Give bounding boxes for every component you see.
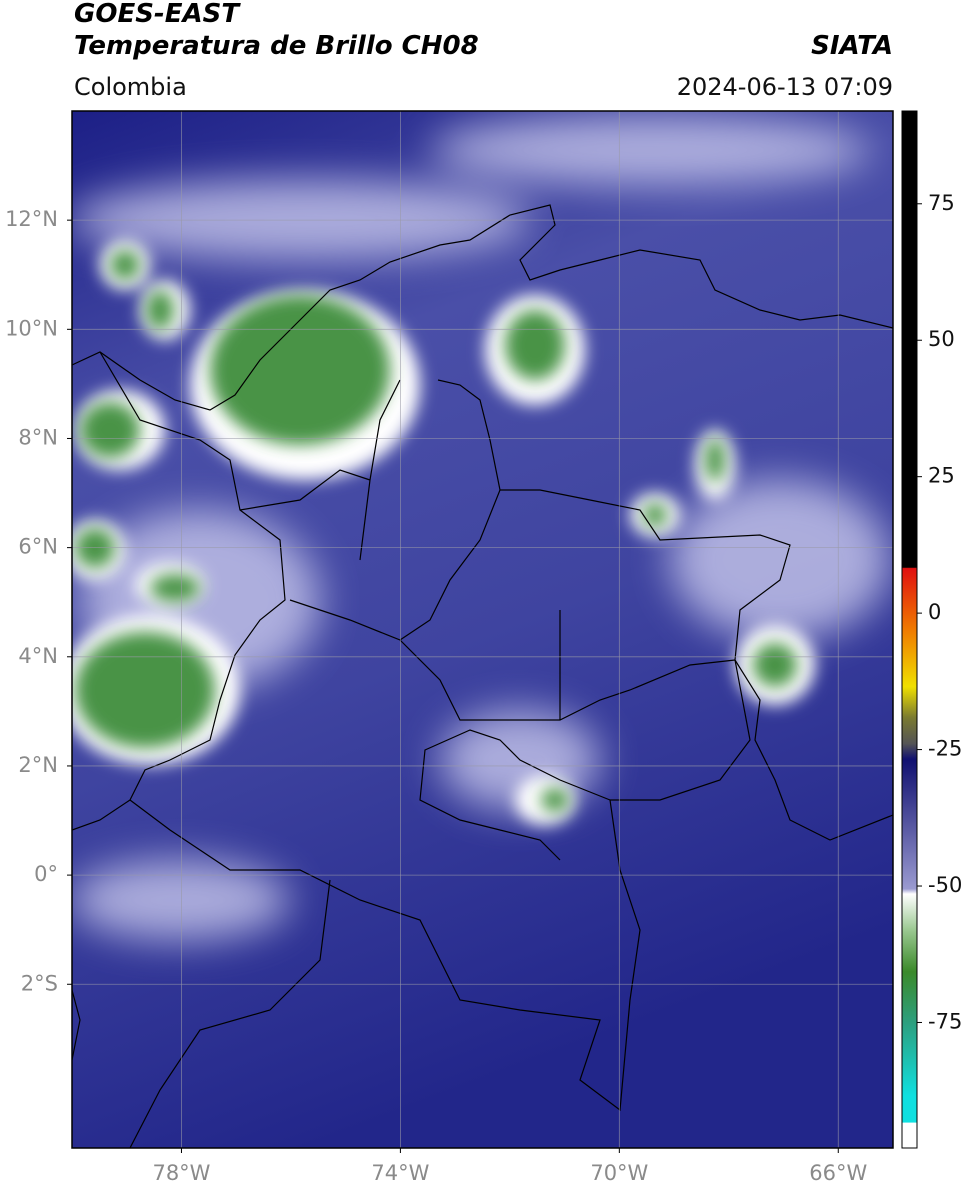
y-tick-label: 12°N: [5, 207, 58, 231]
x-tick-label: 66°W: [809, 1161, 867, 1185]
colorbar: [901, 110, 918, 1149]
region: Colombia: [74, 73, 187, 101]
colorbar-tick-label: -75: [928, 1009, 962, 1033]
colorbar-tick-label: -25: [928, 737, 962, 761]
y-tick-label: 2°N: [18, 753, 58, 777]
colorbar-tick-label: 25: [928, 464, 955, 488]
title: Temperatura de Brillo CH08: [74, 31, 479, 61]
colorbar-tick-label: -50: [928, 873, 962, 897]
source: SIATA: [811, 31, 893, 61]
x-tick-label: 70°W: [590, 1161, 648, 1185]
colorbar-tick-label: 0: [928, 600, 941, 624]
borders: [72, 204, 893, 1148]
title: GOES-EAST: [74, 0, 241, 29]
map-frame: [71, 110, 894, 1149]
x-tick-label: 78°W: [152, 1161, 210, 1185]
y-tick-label: 10°N: [5, 316, 58, 340]
colorbar-tick-label: 50: [928, 327, 955, 351]
x-tick-label: 74°W: [371, 1161, 429, 1185]
y-tick-label: 8°N: [18, 425, 58, 449]
satellite-image: [72, 111, 893, 1148]
colorbar-tick-label: 75: [928, 191, 955, 215]
y-tick-label: 6°N: [18, 535, 58, 559]
y-tick-label: 0°: [34, 862, 58, 886]
y-tick-label: 4°N: [18, 644, 58, 668]
datetime: 2024-06-13 07:09: [677, 73, 893, 101]
y-tick-label: 2°S: [21, 971, 58, 995]
